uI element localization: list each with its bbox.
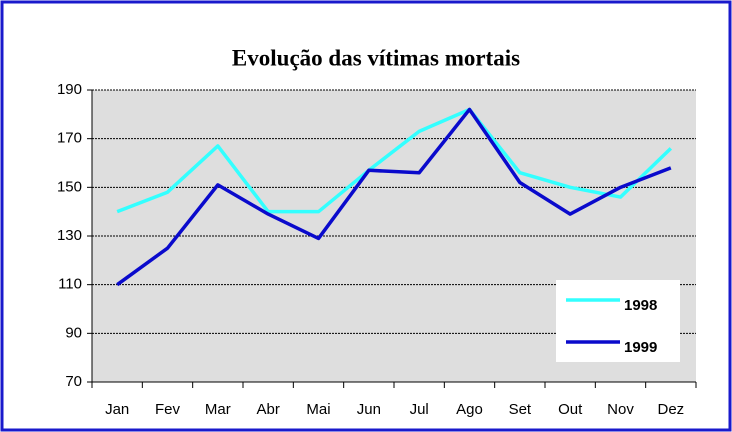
- y-tick-label: 110: [58, 276, 82, 293]
- legend-box: [556, 280, 680, 362]
- x-tick-label: Abr: [256, 401, 279, 418]
- line-series: [116, 107, 672, 287]
- legend-label: 1998: [624, 297, 657, 314]
- x-tick-label: Mai: [306, 401, 330, 418]
- y-tick-label: 130: [57, 227, 82, 244]
- x-tick-label: Fev: [155, 401, 181, 418]
- y-tick-label: 90: [65, 324, 82, 341]
- legend-label: 1999: [624, 339, 657, 356]
- chart-title: Evolução das vítimas mortais: [232, 45, 520, 70]
- x-tick-label: Out: [558, 401, 583, 418]
- x-tick-label: Mar: [205, 401, 231, 418]
- x-tick-label: Set: [509, 401, 532, 418]
- x-tick-label: Jun: [357, 401, 381, 418]
- x-tick-label: Dez: [657, 401, 684, 418]
- y-tick-label: 170: [57, 130, 82, 147]
- line-series: [116, 107, 673, 214]
- y-tick-label: 70: [65, 373, 82, 390]
- y-tick-label: 150: [57, 178, 82, 195]
- x-tick-label: Jan: [105, 401, 129, 418]
- x-tick-label: Jul: [410, 401, 429, 418]
- x-tick-label: Nov: [607, 401, 634, 418]
- x-tick-label: Ago: [456, 401, 483, 418]
- y-tick-label: 190: [57, 81, 82, 98]
